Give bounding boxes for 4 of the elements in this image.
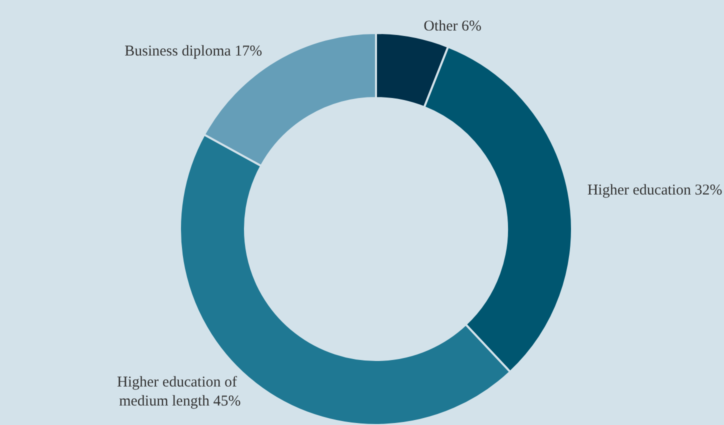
slice-label: Higher education of medium length 45% xyxy=(117,374,241,410)
slice-label: Higher education 32% xyxy=(587,182,722,198)
slice-label: Business diploma 17% xyxy=(124,44,262,60)
slice-label: Other 6% xyxy=(424,18,482,35)
